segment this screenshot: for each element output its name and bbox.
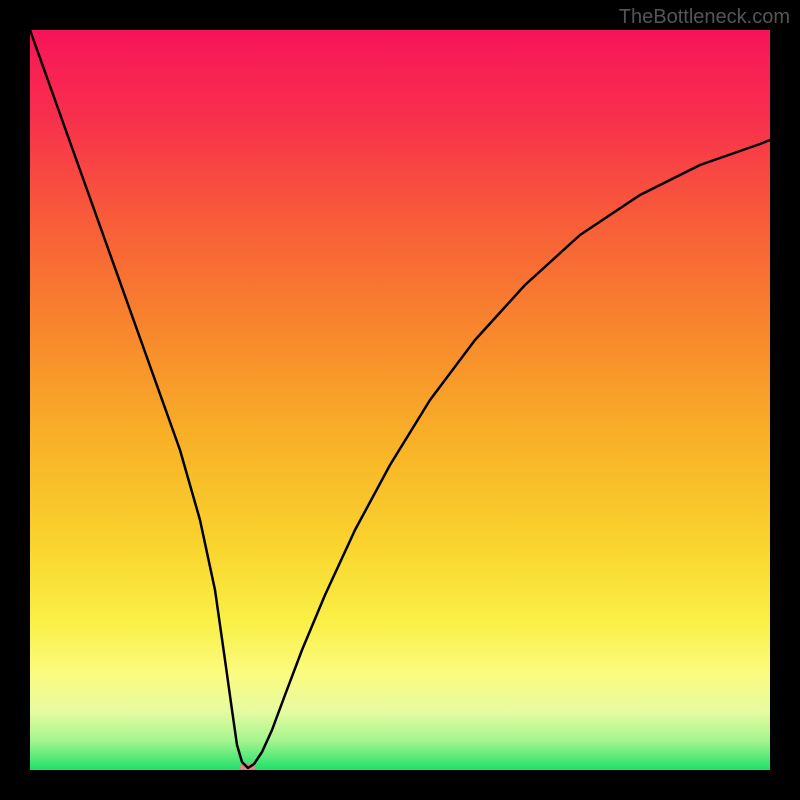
frame-left — [0, 0, 30, 800]
chart-svg — [0, 0, 800, 800]
frame-bottom — [0, 770, 800, 800]
watermark-label: TheBottleneck.com — [619, 6, 790, 29]
plot-background — [30, 30, 770, 770]
frame-right — [770, 0, 800, 800]
bottleneck-chart: TheBottleneck.com — [0, 0, 800, 800]
